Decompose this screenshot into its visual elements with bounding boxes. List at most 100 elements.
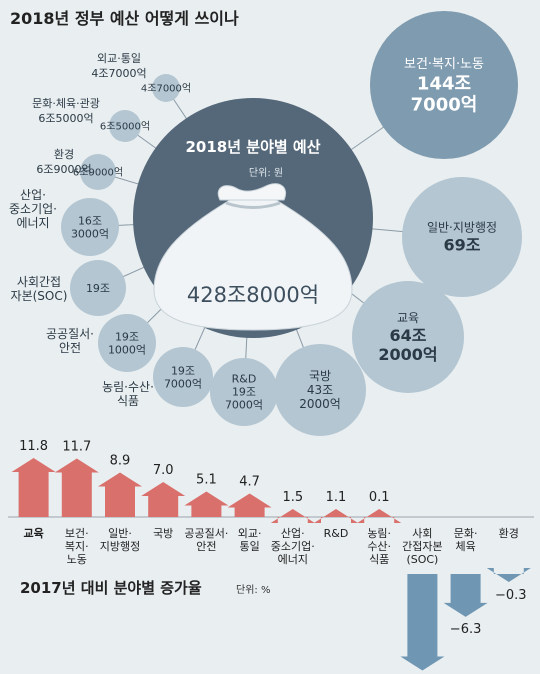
bubble-amount-label: 19조	[115, 331, 139, 344]
bubble-amount-label: 64조	[390, 326, 427, 345]
bubble-amount-label: 4조7000억	[141, 83, 191, 95]
bubble-category-label: 사회간접	[17, 275, 61, 289]
bubble-category-label: 문화·체육·관광	[32, 97, 100, 110]
bubble-amount-label: 19조	[171, 365, 195, 378]
bubble-category-label: R&D	[232, 373, 257, 386]
center-total: 428조8000억	[187, 283, 319, 307]
bubble-category-label: 식품	[117, 394, 139, 408]
growth-category-label: 중소기업·	[271, 540, 315, 553]
growth-arrow-bar	[314, 509, 358, 523]
bubble-amount-label: 7000억	[225, 399, 263, 412]
growth-value-label: −6.3	[450, 622, 482, 637]
budget-bubble	[109, 110, 141, 142]
growth-chart-unit: 단위: %	[236, 583, 270, 596]
budget-bubble	[370, 11, 518, 159]
bubble-amount-label: 19조	[86, 282, 110, 295]
bubble-amount-label: 7000억	[164, 377, 202, 390]
growth-value-label: 8.9	[110, 454, 131, 469]
center-unit: 단위: 원	[249, 166, 283, 179]
growth-category-label: 보건·	[65, 527, 89, 540]
bubble-amount-label: 2000억	[378, 345, 437, 364]
bubble-amount-label: 7000억	[411, 95, 478, 116]
bubble-amount-label: 43조	[307, 383, 333, 397]
growth-category-label: 수산·	[367, 540, 391, 553]
budget-bubble	[153, 347, 213, 407]
growth-category-label: 간접자본	[402, 540, 442, 553]
budget-bubble	[274, 344, 366, 436]
growth-arrow-bar	[141, 482, 186, 517]
bubble-amount-label: 16조	[78, 215, 102, 228]
budget-bubble	[80, 154, 116, 190]
growth-arrow-bar	[184, 491, 229, 517]
growth-category-label: 복지·	[65, 540, 89, 553]
growth-arrow-bar	[227, 493, 272, 517]
growth-arrow-bar	[443, 574, 488, 617]
budget-bubble	[98, 314, 156, 372]
bubble-amount-label: 6조5000억	[38, 112, 93, 125]
bubble-amount-label: 6조9000억	[36, 163, 91, 176]
growth-arrow-bar	[357, 509, 402, 523]
bubble-amount-label: 3000억	[71, 227, 109, 240]
bubble-amount-label: 19조	[232, 386, 256, 399]
bubble-labels: 보건·복지·노동144조7000억일반·지방행정69조교육64조2000억국방4…	[9, 51, 497, 412]
growth-category-label: 일반·	[108, 526, 132, 540]
bubble-category-label: 농림·수산·	[102, 380, 154, 394]
growth-category-label: R&D	[324, 527, 349, 540]
bubble-category-label: 환경	[54, 148, 74, 161]
growth-category-label: 문화·	[454, 527, 478, 540]
money-bag-icon	[153, 183, 353, 331]
growth-arrow-bar	[270, 509, 315, 523]
growth-category-label: 환경	[499, 527, 519, 540]
budget-bubble	[402, 177, 522, 297]
bubble-category-label: 보건·복지·노동	[404, 57, 484, 72]
growth-category-label: 농림·	[367, 527, 391, 540]
bubble-category-label: 자본(SOC)	[11, 289, 68, 303]
bubble-category-label: 안전	[59, 341, 81, 355]
bubble-category-label: 에너지	[16, 216, 49, 230]
growth-category-label: 식품	[369, 553, 389, 566]
bubble-amount-label: 144조	[417, 73, 471, 94]
budget-bubble	[352, 281, 464, 393]
bubble-amount-label: 6조5000억	[100, 121, 150, 133]
growth-arrow-bar	[486, 568, 531, 582]
growth-category-label: 통일	[239, 539, 259, 553]
growth-value-label: 11.7	[62, 440, 91, 455]
budget-bubble	[152, 74, 180, 102]
bubble-amount-label: 1000억	[108, 343, 146, 356]
growth-labels: 11.8 교육 11.7 보건·복지·노동 8.9 일반·지방행정 7.0 국방 5.1 공공질서…	[19, 439, 526, 637]
growth-category-label: 사회	[412, 527, 432, 540]
bubble-category-label: 공공질서·	[46, 327, 94, 341]
growth-value-label: 7.0	[153, 463, 174, 478]
bubble-amount-label: 2000억	[299, 397, 341, 411]
growth-value-label: 0.1	[369, 490, 390, 505]
budget-bubbles	[61, 11, 522, 436]
budget-bubble	[70, 260, 126, 316]
growth-category-label: 체육	[455, 540, 475, 553]
growth-arrow-bar	[54, 458, 99, 517]
growth-category-label: (SOC)	[406, 553, 438, 566]
growth-bars	[8, 458, 534, 671]
growth-category-label: 지방행정	[100, 540, 140, 553]
bubble-category-label: 일반·지방행정	[427, 220, 497, 235]
growth-arrow-bar	[400, 574, 445, 671]
growth-category-label: 노동	[67, 553, 87, 566]
growth-category-label: 에너지	[278, 553, 308, 566]
center-title: 2018년 분야별 예산	[186, 138, 321, 156]
growth-category-label: 공공질서·	[184, 527, 228, 540]
growth-value-label: 4.7	[239, 475, 260, 490]
growth-value-label: 1.1	[326, 490, 347, 505]
growth-category-label: 안전	[196, 540, 216, 553]
growth-category-label: 외교·	[238, 527, 262, 540]
growth-chart-title: 2017년 대비 분야별 증가율	[20, 579, 202, 597]
budget-bubble	[61, 198, 119, 256]
growth-category-label: 교육	[23, 527, 43, 540]
budget-bubble	[210, 358, 278, 426]
bubble-category-label: 외교·통일	[97, 51, 141, 65]
bubble-category-label: 중소기업·	[9, 202, 57, 216]
bubble-category-label: 산업·	[20, 188, 46, 202]
growth-category-label: 국방	[153, 527, 173, 540]
growth-arrow-bar	[98, 472, 142, 517]
bubble-amount-label: 6조9000억	[73, 167, 123, 179]
